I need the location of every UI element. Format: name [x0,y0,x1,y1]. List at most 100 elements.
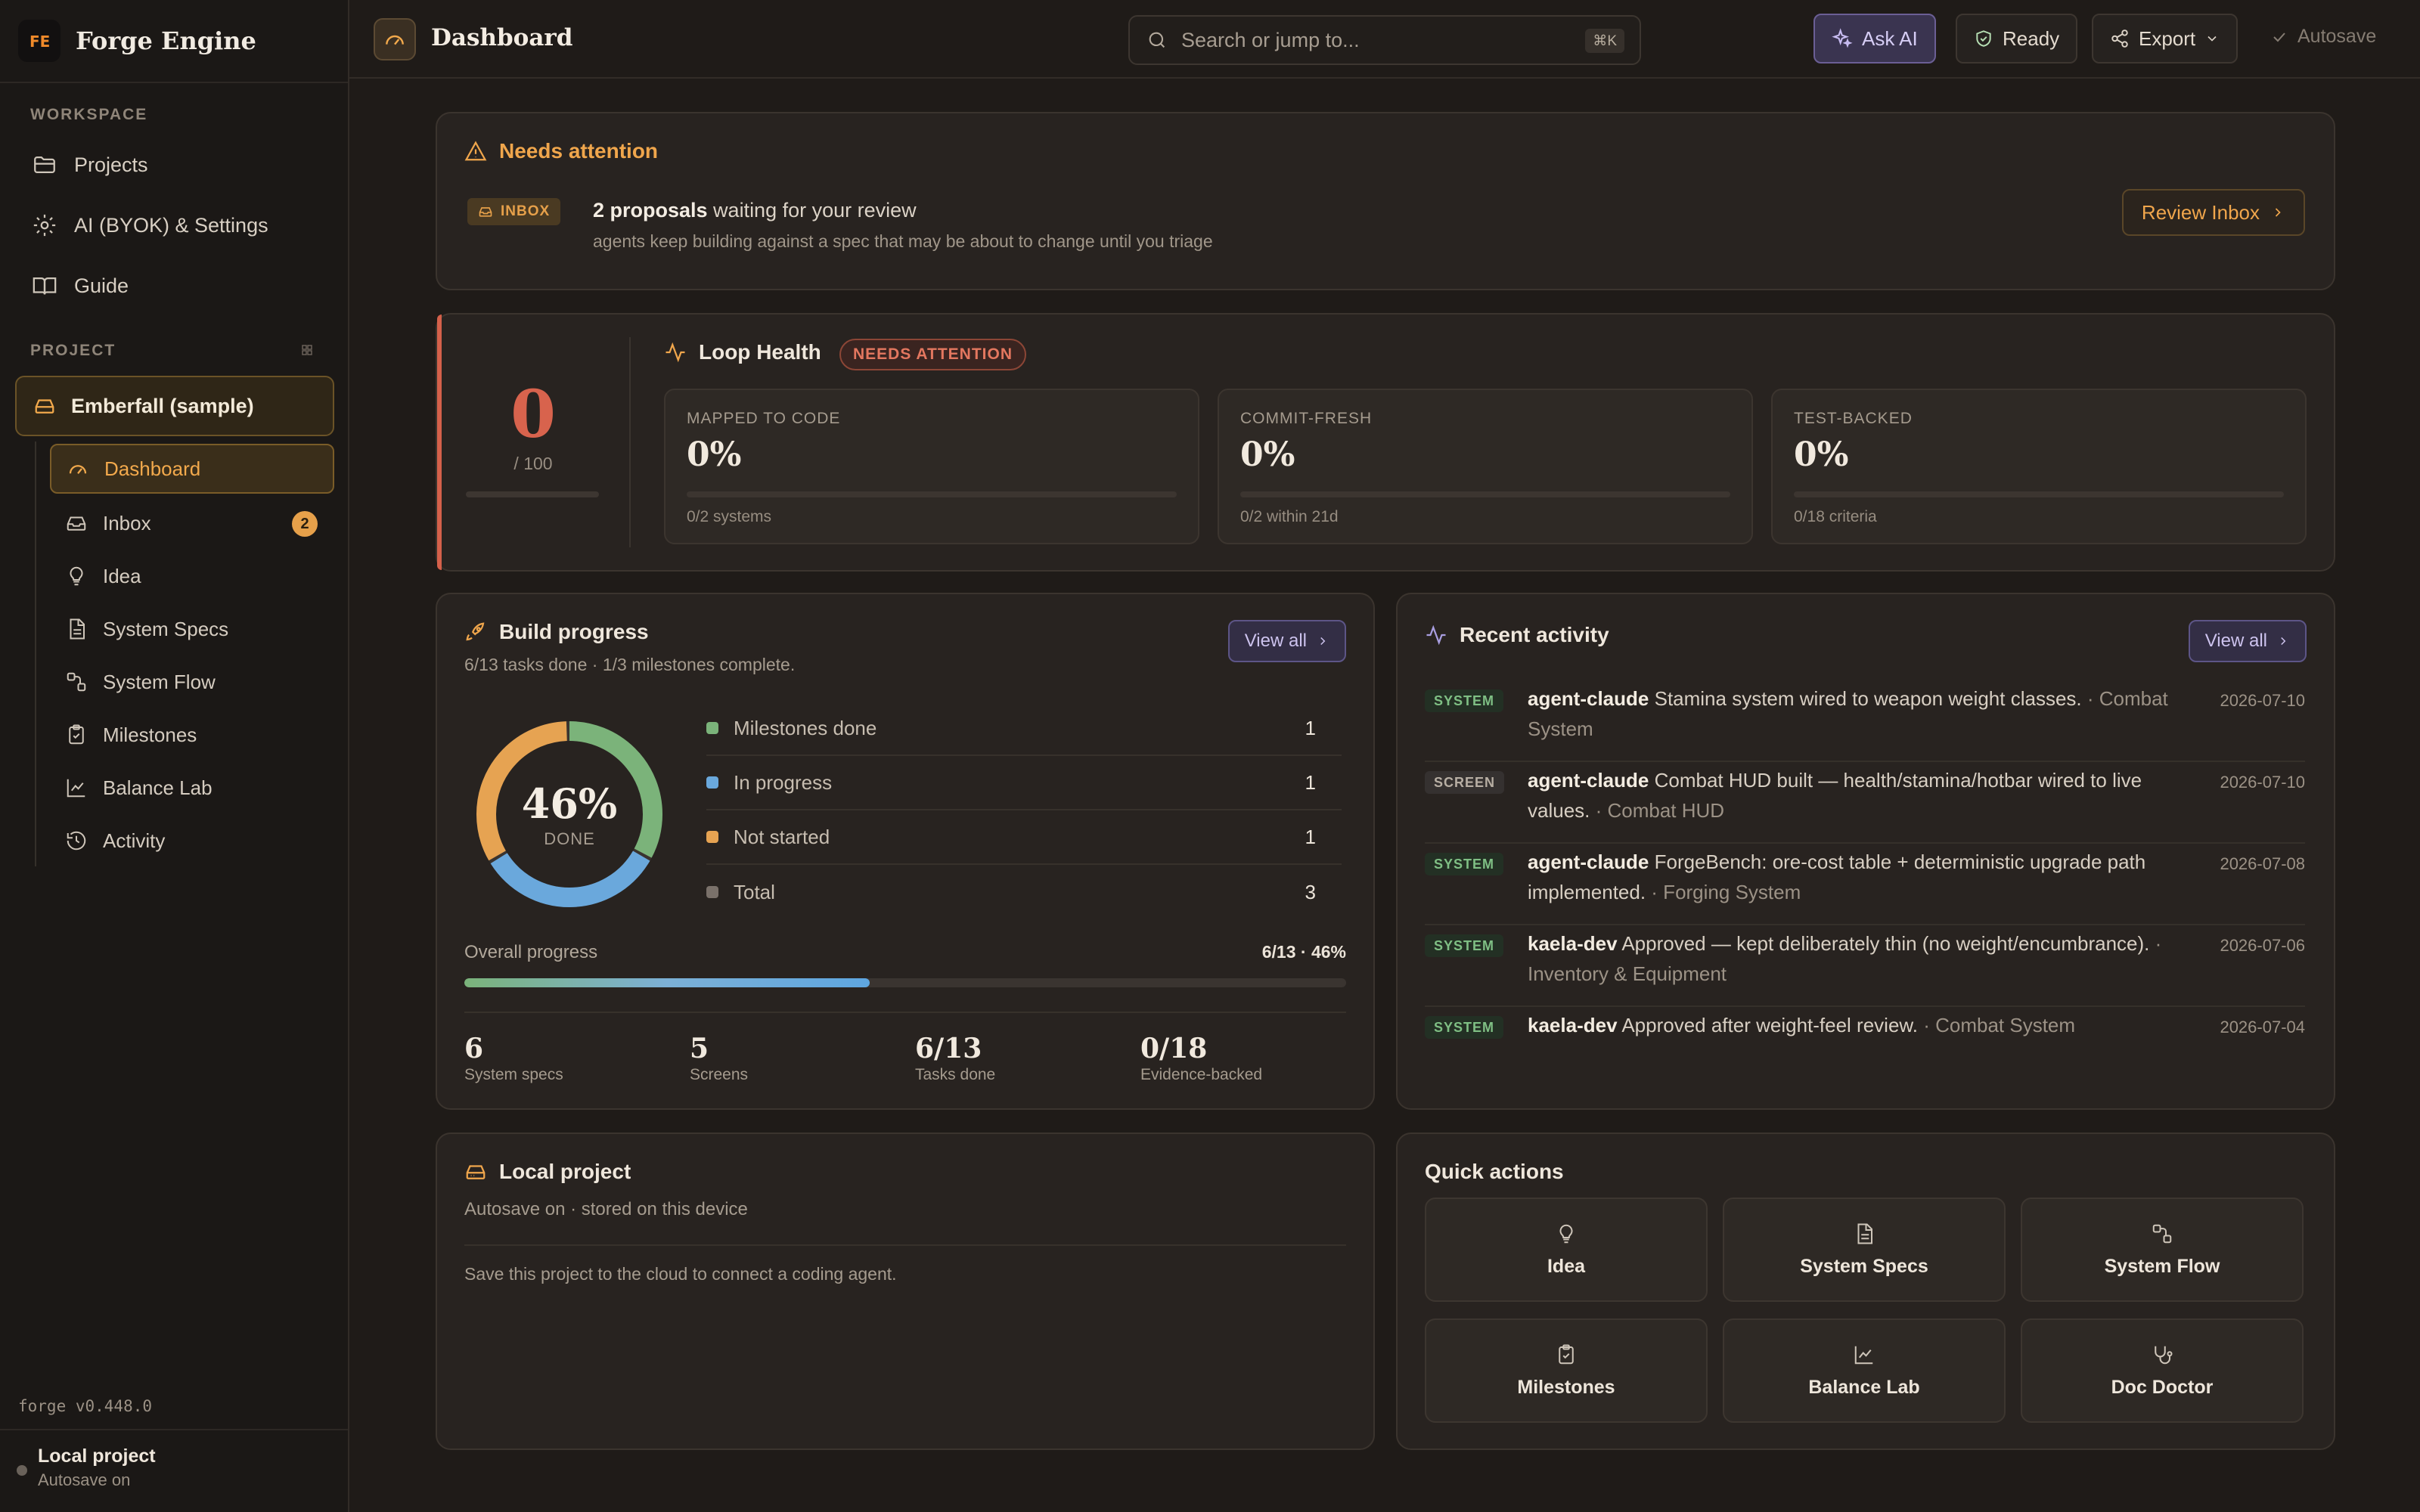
stat-label: Evidence-backed [1140,1066,1263,1083]
history-icon [67,831,86,850]
autosave-label: Autosave [2297,26,2377,47]
pulse-icon [666,342,685,363]
sidebar-item-system-flow[interactable]: System Flow [50,657,334,707]
legend-row-in-progress: In progress 1 [706,756,1342,810]
activity-tag: SYSTEM [1425,934,1504,957]
sidebar-item-ai-settings[interactable]: AI (BYOK) & Settings [17,200,333,251]
metric-detail: 0/18 criteria [1794,508,1877,525]
chevron-right-icon [2281,637,2286,646]
sidebar-item-dashboard[interactable]: Dashboard [50,444,334,494]
quick-action-system-specs[interactable]: System Specs [1723,1198,2006,1302]
page-title: Dashboard [431,24,573,51]
project-selector[interactable]: Emberfall (sample) [15,376,334,436]
activity-system: · Inventory & Equipment [1528,932,2162,985]
forge-logo-icon: FE [18,20,60,62]
activity-tag: SYSTEM [1425,853,1504,875]
review-inbox-label: Review Inbox [2141,200,2260,224]
search-input[interactable] [1181,28,1575,52]
activity-item[interactable]: SCREEN agent-claude Combat HUD built — h… [1425,765,2305,844]
sidebar-item-inbox[interactable]: Inbox 2 [50,498,334,548]
search-box[interactable]: ⌘K [1128,15,1641,65]
sidebar-item-label: Dashboard [104,457,201,480]
quick-action-label: Milestones [1517,1376,1615,1398]
sidebar-item-activity[interactable]: Activity [50,816,334,866]
quick-action-doc-doctor[interactable]: Doc Doctor [2021,1318,2304,1423]
share-icon [2111,29,2128,48]
needs-attention-card: Needs attention INBOX 2 proposals waitin… [436,112,2335,290]
legend-swatch [706,722,718,734]
activity-message: Approved after weight-feel review. [1617,1014,1918,1036]
activity-text: agent-claude Stamina system wired to wea… [1528,683,2184,744]
activity-item[interactable]: SYSTEM kaela-dev Approved — kept deliber… [1425,928,2305,1007]
ask-ai-button[interactable]: Ask AI [1813,14,1936,64]
review-inbox-button[interactable]: Review Inbox [2121,189,2305,236]
stat-screens: 5 Screens [690,1033,748,1084]
sidebar-item-label: Guide [74,274,129,297]
needs-attention-label: Needs attention [499,139,659,163]
loop-health-label: Loop Health [699,340,821,364]
legend-label: In progress [734,770,833,794]
stat-label: Screens [690,1066,749,1083]
document-icon [1857,1223,1872,1244]
activity-date: 2026-07-10 [2220,773,2305,792]
sidebar-item-idea[interactable]: Idea [50,551,334,601]
sidebar-item-balance-lab[interactable]: Balance Lab [50,763,334,813]
legend-swatch [706,886,718,898]
line-chart-icon [1854,1346,1873,1364]
activity-view-all-button[interactable]: View all [2188,620,2307,662]
activity-author: agent-claude [1528,850,1649,873]
metric-label: COMMIT-FRESH [1240,410,1373,427]
attention-message-text: waiting for your review [707,199,917,222]
activity-item[interactable]: SYSTEM agent-claude Stamina system wired… [1425,683,2305,762]
clipboard-check-icon [1559,1344,1574,1364]
activity-message: ForgeBench: ore-cost table + determinist… [1528,850,2146,903]
activity-item[interactable]: SYSTEM kaela-dev Approved after weight-f… [1425,1010,2305,1055]
divider [0,82,348,83]
quick-action-idea[interactable]: Idea [1425,1198,1708,1302]
activity-tag: SCREEN [1425,771,1505,794]
quick-action-system-flow[interactable]: System Flow [2021,1198,2304,1302]
inbox-icon [67,516,86,531]
ready-button[interactable]: Ready [1956,14,2078,64]
attention-subtext: agents keep building against a spec that… [593,231,1213,251]
metric-value: 0% [1240,435,1295,474]
inbox-count-badge: 2 [292,511,318,537]
inbox-icon [479,207,492,217]
local-project-subtitle: Autosave on · stored on this device [464,1199,748,1219]
donut-segment-1 [476,721,662,907]
gauge-icon [374,18,416,60]
gauge-icon [69,465,87,474]
legend-value: 1 [1305,825,1316,848]
export-label: Export [2139,26,2196,50]
sidebar-item-guide[interactable]: Guide [17,260,333,311]
brand[interactable]: FE Forge Engine [18,20,256,62]
activity-author: agent-claude [1528,687,1649,710]
quick-action-milestones[interactable]: Milestones [1425,1318,1708,1423]
quick-action-balance-lab[interactable]: Balance Lab [1723,1318,2006,1423]
build-progress-subtitle: 6/13 tasks done · 1/3 milestones complet… [464,655,796,674]
pulse-icon [1426,624,1446,646]
grid-icon[interactable] [301,344,313,356]
sidebar-item-system-specs[interactable]: System Specs [50,604,334,654]
loop-health-score-bar [466,491,599,497]
overall-progress-value: 6/13 · 46% [1261,942,1346,962]
search-shortcut: ⌘K [1585,29,1624,53]
activity-item[interactable]: SYSTEM agent-claude ForgeBench: ore-cost… [1425,847,2305,925]
divider [0,1429,348,1430]
flow-icon [2152,1224,2172,1243]
stat-system-specs: 6 System specs [464,1033,563,1084]
local-status: Local project Autosave on [17,1445,156,1490]
check-icon [2273,32,2285,42]
build-progress-title: Build progress [464,620,649,644]
line-chart-icon [67,779,85,798]
build-view-all-button[interactable]: View all [1227,620,1346,662]
legend-row-not-started: Not started 1 [706,810,1342,865]
sidebar-item-projects[interactable]: Projects [17,139,333,191]
donut-segment-0 [476,721,662,907]
clipboard-check-icon [69,724,84,745]
activity-system: · Combat System [1917,1014,2076,1036]
local-project-card: Local project Autosave on · stored on th… [436,1132,1375,1450]
export-button[interactable]: Export [2092,14,2238,64]
activity-date: 2026-07-04 [2220,1018,2305,1036]
sidebar-item-milestones[interactable]: Milestones [50,710,334,760]
